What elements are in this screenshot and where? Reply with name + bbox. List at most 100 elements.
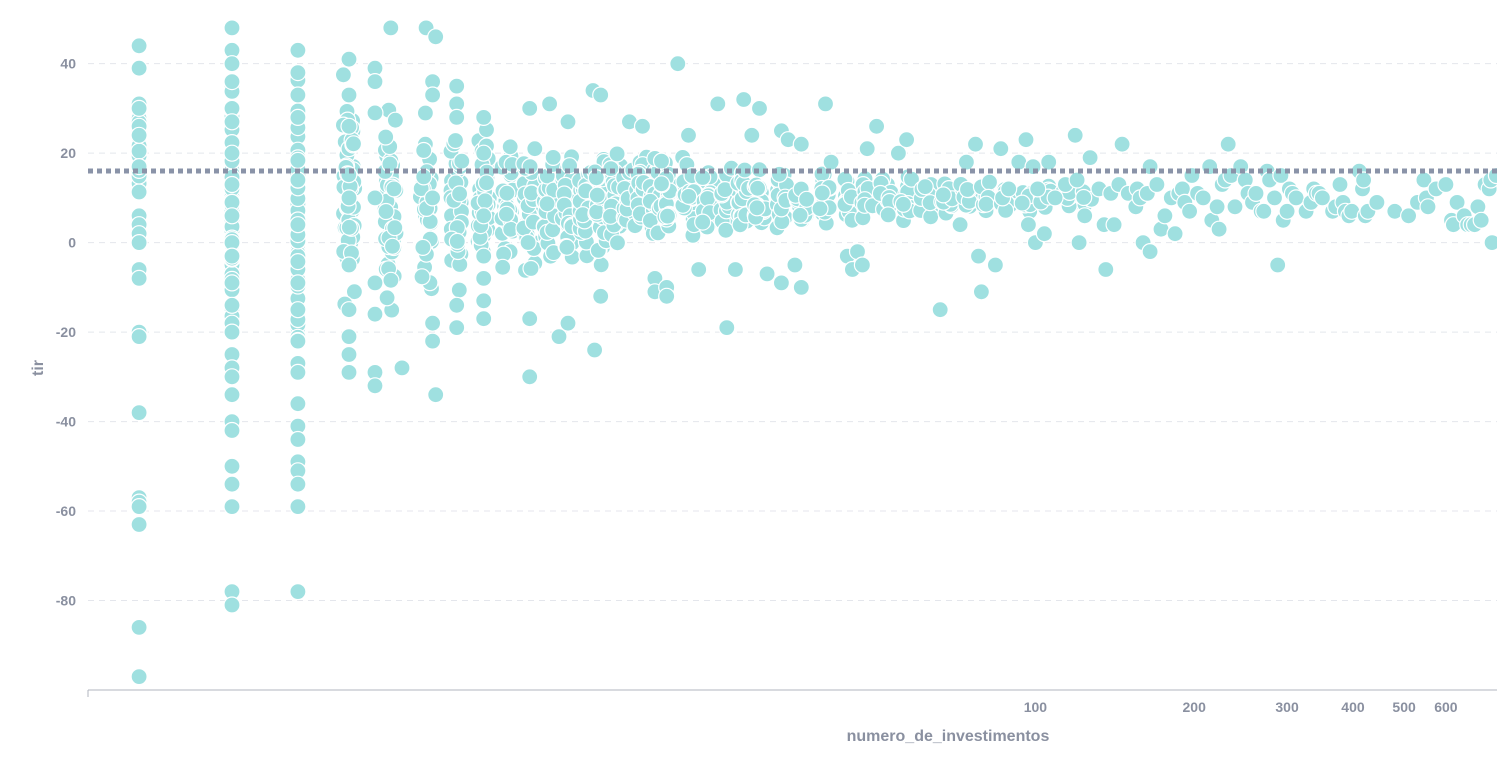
y-tick-label: 0 [68, 235, 76, 251]
data-point [475, 108, 493, 127]
data-point [427, 386, 445, 404]
data-point [424, 314, 442, 332]
data-point [377, 202, 395, 221]
data-point [289, 171, 307, 189]
data-point [858, 140, 876, 158]
data-point [1066, 126, 1084, 144]
data-point [289, 216, 307, 234]
data-point [498, 184, 516, 202]
data-point [289, 301, 307, 319]
data-point [501, 138, 519, 156]
data-point [382, 19, 400, 37]
data-point [415, 141, 433, 160]
data-point [289, 430, 307, 449]
y-tick-label: 20 [60, 145, 76, 161]
data-point [519, 233, 537, 252]
y-tick-label: -40 [56, 414, 76, 430]
data-point [1013, 194, 1031, 212]
data-point [748, 199, 766, 217]
data-point [1113, 135, 1131, 153]
data-point [680, 187, 698, 205]
data-point [223, 55, 241, 73]
data-point [130, 328, 148, 346]
data-point [1210, 220, 1228, 238]
data-point [1141, 243, 1159, 261]
x-tick-label: 300 [1275, 699, 1299, 715]
data-point [879, 206, 897, 224]
data-point [289, 363, 307, 381]
data-point [424, 332, 442, 350]
data-point [743, 126, 761, 144]
data-point [1156, 207, 1174, 225]
data-point [726, 260, 745, 279]
data-point [1148, 175, 1166, 194]
grid [88, 63, 1497, 602]
data-point [1081, 149, 1099, 167]
data-point [414, 238, 432, 256]
data-point [1035, 225, 1054, 243]
data-point [811, 200, 829, 218]
data-point [526, 140, 544, 158]
data-point [1000, 180, 1018, 198]
data-point [1219, 135, 1237, 153]
data-point [366, 72, 384, 91]
data-point [608, 234, 627, 252]
data-point [393, 359, 411, 377]
data-point [130, 618, 148, 637]
data-point [475, 144, 493, 162]
data-point [1017, 131, 1035, 149]
data-point [813, 184, 831, 202]
data-point [130, 269, 148, 287]
data-point [717, 221, 735, 239]
data-point [382, 271, 400, 289]
data-point [853, 256, 872, 274]
data-point [476, 192, 494, 210]
data-point [223, 368, 241, 386]
data-point [585, 341, 604, 359]
data-point [521, 158, 539, 176]
data-point [559, 314, 577, 332]
data-point [718, 319, 736, 337]
data-point [223, 323, 241, 341]
data-point [223, 207, 241, 225]
data-point [130, 99, 148, 118]
data-point [822, 153, 840, 171]
data-point [130, 59, 148, 77]
data-point [289, 108, 307, 127]
data-point [972, 283, 991, 301]
data-point [633, 117, 652, 135]
data-point [889, 144, 908, 162]
data-point [966, 135, 985, 153]
data-point [497, 205, 515, 223]
data-point [289, 86, 307, 104]
data-point [521, 310, 539, 328]
data-point [130, 515, 148, 534]
data-point [1226, 198, 1244, 216]
data-point [592, 256, 610, 274]
data-point [448, 77, 466, 95]
x-tick-label: 600 [1434, 699, 1458, 715]
data-point [544, 148, 562, 166]
data-point [386, 111, 404, 129]
data-point [424, 86, 442, 104]
data-point [223, 596, 241, 614]
data-point [1105, 216, 1123, 234]
data-point [378, 289, 396, 307]
data-point [1247, 184, 1265, 202]
data-point [1483, 234, 1497, 252]
data-point [1068, 171, 1086, 189]
data-point [289, 41, 307, 59]
data-point [538, 195, 556, 213]
data-point [1019, 216, 1038, 234]
data-point [475, 310, 493, 328]
data-point [289, 274, 307, 292]
data-point [340, 256, 358, 274]
data-point [521, 368, 539, 386]
data-point [709, 95, 727, 113]
data-point [1166, 225, 1184, 243]
data-point [130, 234, 148, 252]
data-point [1472, 211, 1490, 229]
data-point [772, 274, 791, 292]
data-point [453, 152, 471, 170]
